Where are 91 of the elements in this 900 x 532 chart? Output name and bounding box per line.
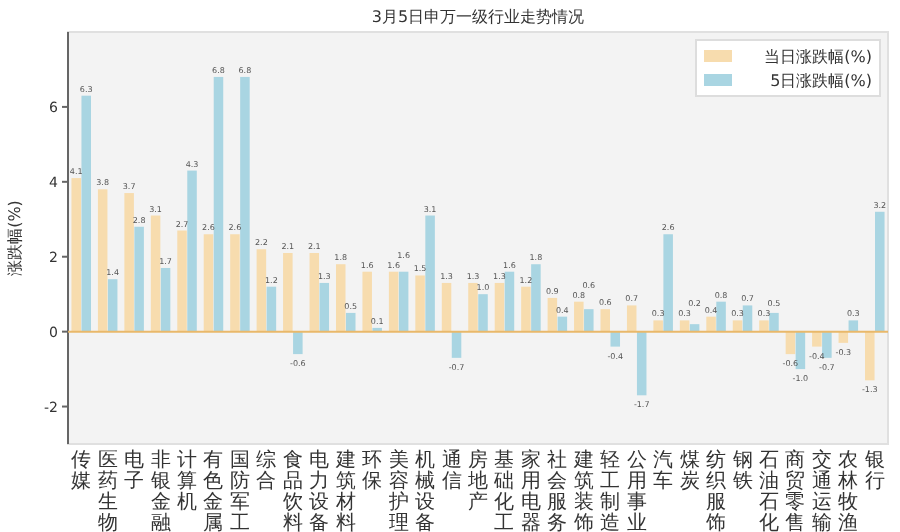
bar: [636, 331, 647, 396]
x-tick-label: 电子: [124, 448, 145, 493]
bar: [584, 309, 594, 332]
bar: [653, 320, 663, 332]
bar: [574, 301, 584, 332]
bar: [679, 320, 690, 332]
bar: [362, 271, 372, 332]
bar: [441, 282, 452, 332]
x-tick-label: 商贸零售: [785, 448, 806, 532]
bar: [107, 279, 118, 332]
bar: [124, 193, 134, 332]
bar: [547, 297, 558, 332]
x-tick-label: 家用电器: [520, 448, 541, 532]
bar: [240, 76, 250, 332]
x-tick-label: 汽车: [653, 448, 674, 493]
x-tick-label: 食品饮料: [280, 448, 303, 532]
bar: [230, 234, 240, 332]
x-tick-label: 美容护理: [386, 448, 409, 532]
bar: [742, 305, 753, 332]
bar: [600, 309, 611, 332]
x-tick-label: 房地产: [466, 448, 488, 514]
bar: [134, 226, 144, 332]
bar: [388, 271, 399, 332]
bar: [875, 211, 885, 332]
bar: [848, 320, 859, 332]
bar: [335, 264, 346, 332]
bar: [732, 320, 743, 332]
bar: [531, 264, 541, 332]
bar: [716, 301, 726, 332]
legend-label: 5日涨跌幅(%): [770, 72, 872, 90]
x-tick-label: 农林牧渔: [836, 450, 859, 532]
bar: [203, 234, 214, 332]
x-tick-label: 社会服务: [547, 448, 568, 532]
x-tick-label: 纺织服饰: [704, 448, 727, 532]
bar: [187, 170, 197, 332]
bar: [521, 286, 531, 332]
bar: [812, 331, 822, 347]
x-tick-label: 基础化工: [492, 448, 515, 532]
y-axis-title: 涨跌幅(%): [6, 200, 24, 276]
bar: [256, 249, 267, 332]
x-tick-label: 综合: [256, 448, 277, 493]
bar: [865, 331, 875, 381]
x-tick-label: 石油石化: [758, 450, 779, 532]
bar: [398, 271, 409, 332]
x-tick-label: 有色金属: [203, 448, 224, 532]
bar: [451, 331, 462, 358]
x-tick-label: 钢铁: [730, 450, 753, 493]
bar: [160, 267, 171, 332]
bar: [97, 189, 108, 332]
bar: [319, 282, 330, 332]
x-tick-label: 银行: [862, 450, 885, 493]
bar: [504, 271, 515, 332]
x-tick-label: 环保: [362, 450, 383, 493]
bar: [494, 282, 505, 332]
x-tick-label: 电力设备: [309, 448, 330, 532]
bar: [626, 305, 637, 332]
bar: [706, 316, 716, 332]
x-tick-label: 非银金融: [148, 448, 171, 532]
x-tick-label: 交通运输: [811, 448, 832, 532]
x-tick-label: 传媒: [71, 450, 92, 493]
bar: [177, 230, 187, 332]
bar: [293, 331, 303, 355]
x-tick-label: 煤炭: [679, 448, 700, 493]
bar: [150, 215, 161, 332]
bar: [425, 215, 435, 332]
bar: [309, 252, 320, 332]
x-tick-label: 国防军工: [229, 450, 250, 532]
legend-label: 当日涨跌幅(%): [764, 48, 872, 66]
bar: [610, 331, 621, 347]
bar: [468, 282, 478, 332]
bar: [71, 178, 81, 332]
x-tick-label: 通信: [441, 448, 462, 493]
bar: [769, 312, 779, 332]
x-tick-label: 机械设备: [415, 448, 436, 532]
bar: [663, 234, 673, 332]
chart-title: 3月5日申万一级行业走势情况: [371, 8, 585, 26]
bar: [822, 331, 832, 358]
x-tick-label: 建筑材料: [333, 448, 356, 532]
x-tick-label: 轻工制造: [600, 448, 621, 532]
x-tick-label: 建筑装饰: [571, 448, 594, 532]
bar: [415, 275, 425, 332]
bar: [81, 95, 91, 332]
x-tick-label: 公用事业: [626, 448, 647, 532]
bar: [213, 76, 224, 332]
bar: [759, 320, 769, 332]
bar: [345, 312, 356, 332]
bar: [283, 252, 293, 332]
x-tick-label: 计算机: [177, 448, 198, 514]
bar: [478, 294, 488, 332]
x-tick-label: 医药生物: [97, 450, 118, 532]
bar: [266, 286, 277, 332]
